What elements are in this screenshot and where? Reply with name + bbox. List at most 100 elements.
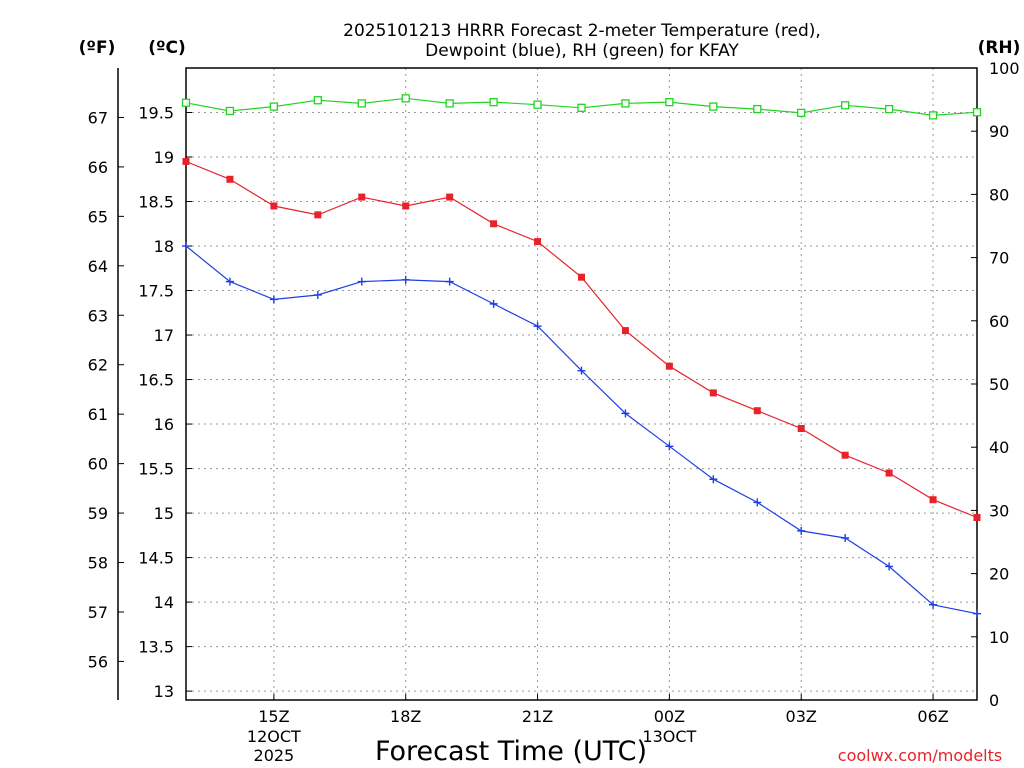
time-tick-label: 00Z (654, 707, 685, 726)
dewpoint-point (797, 526, 806, 535)
celsius-tick-label: 14.5 (138, 549, 174, 568)
temperature-point (314, 211, 322, 219)
temperature-point (973, 514, 981, 522)
fahrenheit-tick-label: 57 (88, 603, 108, 622)
rh-point (928, 111, 938, 120)
rh-tick-label: 40 (989, 438, 1009, 457)
rh-tick-label: 50 (989, 375, 1009, 394)
fahrenheit-tick-label: 64 (88, 257, 108, 276)
grid-lines (186, 68, 977, 700)
temperature-point (578, 273, 585, 281)
rh-point (797, 108, 806, 118)
rh-point (269, 102, 279, 111)
dewpoint-point (709, 475, 718, 484)
rh-point (709, 102, 718, 111)
temperature-point (797, 425, 805, 433)
temperature-point (182, 157, 190, 165)
rh-tick-label: 10 (989, 628, 1009, 647)
temperature-point (402, 202, 410, 210)
celsius-tick-label: 15 (154, 504, 174, 523)
rh-tick-label: 20 (989, 565, 1009, 584)
dewpoint-point (357, 277, 366, 286)
time-tick-date: 12OCT (247, 727, 301, 746)
celsius-tick-label: 17.5 (138, 282, 174, 301)
celsius-tick-label: 16 (154, 415, 174, 434)
dewpoint-point (929, 600, 938, 609)
temperature-point (885, 469, 893, 477)
temperature-point (446, 193, 454, 201)
rh-point (181, 98, 191, 107)
credit-text: coolwx.com/modelts (838, 746, 1002, 765)
temperature-line (185, 160, 978, 519)
rh-point (357, 99, 366, 108)
celsius-tick-label: 19 (154, 148, 174, 167)
fahrenheit-axis: 56 57 58 59 60 61 62 63 64 65 66 67 (88, 108, 124, 671)
temperature-point (226, 175, 234, 183)
temperature-point (490, 220, 498, 228)
rh-tick-label: 30 (989, 501, 1009, 520)
dewpoint-point (885, 562, 894, 571)
celsius-tick-label: 13.5 (138, 638, 174, 657)
temperature-point (709, 389, 717, 397)
celsius-axis: 13 13.5 14 14.5 15 15.5 16 16.5 17 17.5 18 18.5 19 19… (138, 104, 192, 701)
fahrenheit-tick-label: 65 (88, 207, 108, 226)
title-line-1: 2025101213 HRRR Forecast 2-meter Tempera… (343, 21, 821, 41)
time-tick-label: 03Z (786, 707, 817, 726)
fahrenheit-tick-label: 62 (88, 356, 108, 375)
temperature-point (621, 327, 629, 335)
time-tick-year: 2025 (254, 746, 295, 765)
dewpoint-point (445, 277, 454, 286)
time-tick-label: 18Z (390, 707, 421, 726)
rh-point (533, 100, 542, 109)
rh-tick-label: 70 (989, 249, 1009, 268)
time-tick-label: 06Z (917, 707, 948, 726)
celsius-tick-label: 19.5 (138, 104, 174, 123)
fahrenheit-tick-label: 63 (88, 306, 108, 325)
temperature-point (534, 238, 542, 246)
dewpoint-point (313, 290, 322, 299)
celsius-tick-label: 17 (154, 326, 174, 345)
temperature-point (929, 496, 937, 504)
rh-point (841, 101, 850, 110)
rh-point (621, 99, 630, 108)
fahrenheit-tick-label: 59 (88, 504, 108, 523)
celsius-unit-label: (ºC) (148, 38, 186, 58)
dewpoint-point (269, 295, 278, 304)
time-tick-label: 21Z (522, 707, 553, 726)
rh-point (445, 99, 454, 108)
series-layer (181, 94, 982, 618)
rh-point (401, 94, 410, 103)
celsius-tick-label: 13 (154, 682, 174, 701)
x-axis-label: Forecast Time (UTC) (375, 736, 647, 767)
temperature-point (841, 451, 849, 459)
temperature-point (753, 407, 761, 415)
fahrenheit-tick-label: 56 (88, 652, 108, 671)
fahrenheit-unit-label: (ºF) (79, 38, 116, 58)
dewpoint-point (621, 409, 630, 418)
fahrenheit-tick-label: 60 (88, 455, 108, 474)
celsius-tick-label: 14 (154, 593, 174, 612)
celsius-tick-label: 18 (154, 237, 174, 256)
dewpoint-point (973, 609, 981, 618)
rh-point (753, 104, 762, 114)
temperature-point (270, 202, 278, 210)
dewpoint-point (225, 277, 234, 286)
celsius-tick-label: 16.5 (138, 371, 174, 390)
rh-point (577, 103, 586, 112)
rh-point (972, 108, 982, 117)
time-tick-date: 13OCT (642, 727, 696, 746)
dewpoint-point (533, 322, 542, 331)
dewpoint-point (753, 498, 762, 507)
rh-tick-label: 0 (989, 691, 999, 710)
rh-tick-label: 90 (989, 122, 1009, 141)
temperature-point (358, 193, 366, 201)
rh-tick-label: 60 (989, 312, 1009, 331)
rh-tick-label: 80 (989, 185, 1009, 204)
fahrenheit-tick-label: 67 (88, 108, 108, 127)
rh-point (313, 96, 322, 105)
rh-point (884, 104, 894, 114)
dewpoint-point (489, 299, 498, 308)
celsius-tick-label: 15.5 (138, 460, 174, 479)
title-line-2: Dewpoint (blue), RH (green) for KFAY (425, 41, 739, 61)
